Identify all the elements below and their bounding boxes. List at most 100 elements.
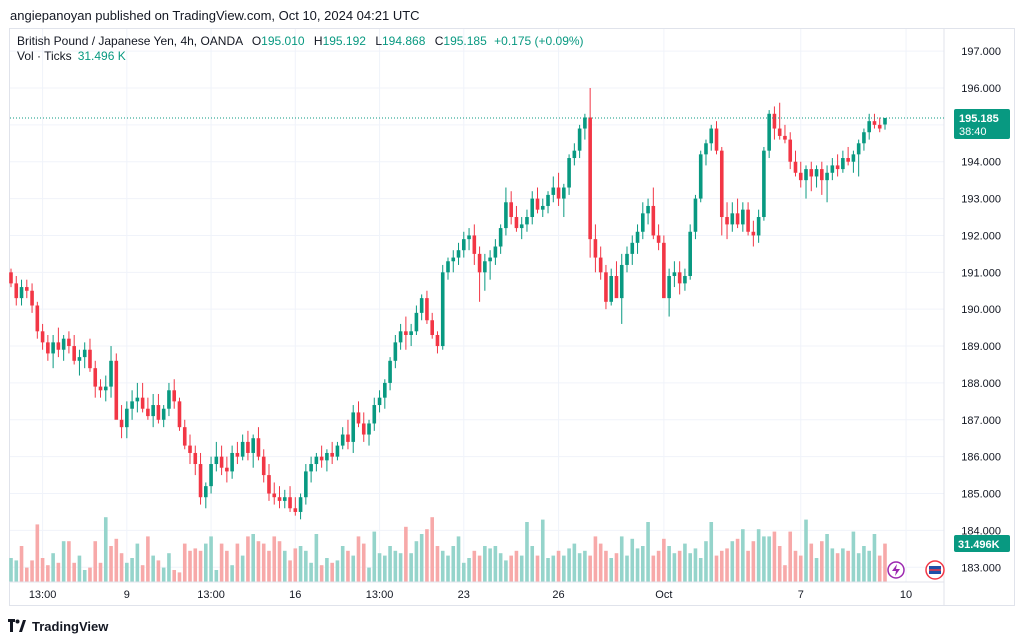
volume-bar xyxy=(451,546,456,582)
volume-bar xyxy=(814,558,819,582)
volume-bar xyxy=(788,531,793,582)
candle-body xyxy=(77,357,82,361)
volume-bar xyxy=(588,555,592,582)
volume-bar xyxy=(630,538,635,582)
candle-body xyxy=(404,331,408,335)
candle-body xyxy=(756,217,761,236)
volume-bar xyxy=(567,548,571,582)
candle-body xyxy=(372,405,377,424)
volume-bar xyxy=(883,543,887,582)
price-tick-label: 185.000 xyxy=(961,489,1001,501)
volume-bar xyxy=(9,558,13,582)
candle-body xyxy=(841,158,845,170)
volume-bar xyxy=(204,543,208,582)
candle-body xyxy=(767,113,771,151)
volume-bar xyxy=(130,558,134,582)
candle-body xyxy=(741,209,745,225)
volume-bar xyxy=(709,522,714,582)
candle-body xyxy=(730,213,735,225)
candle-body xyxy=(304,471,308,498)
candle-body xyxy=(430,320,434,335)
candle-body xyxy=(309,464,313,472)
symbol-title[interactable]: British Pound / Japanese Yen, 4h, OANDA xyxy=(17,34,243,48)
price-tick-label: 183.000 xyxy=(961,562,1001,574)
candle-body xyxy=(862,132,866,144)
volume-bar xyxy=(172,570,177,582)
candle-body xyxy=(140,397,145,409)
volume-bar xyxy=(498,553,503,582)
price-axis: 197.000196.000195.000194.000193.000192.0… xyxy=(943,28,1001,605)
candle-body xyxy=(335,445,340,457)
volume-tag-label: 31.496K xyxy=(958,539,1000,551)
candle-body xyxy=(298,497,303,512)
candle-body xyxy=(583,117,587,129)
candle-body xyxy=(230,452,234,472)
candle-body xyxy=(288,497,292,509)
time-axis: 13:00 9 13:00 16 13:00 23 26 Oct 7 10 xyxy=(9,581,944,601)
candle-body xyxy=(246,441,250,453)
volume-bar xyxy=(351,555,356,582)
candle-body xyxy=(746,209,750,232)
volume-bar xyxy=(425,529,429,582)
volume-bar xyxy=(109,546,113,582)
candle-body xyxy=(788,139,793,162)
volume-bar xyxy=(719,550,724,582)
volume-bar xyxy=(672,553,677,582)
price-tick-label: 191.000 xyxy=(961,267,1001,279)
candle-body xyxy=(793,161,798,173)
lightning-bolt-icon xyxy=(892,564,900,576)
volume-bar xyxy=(77,555,82,582)
candle-body xyxy=(504,202,508,229)
volume-bar xyxy=(219,543,224,582)
candle-body xyxy=(72,346,76,361)
candle-body xyxy=(762,150,766,218)
candle-body xyxy=(662,242,666,299)
volume-bar xyxy=(625,555,629,582)
candle-body xyxy=(425,298,429,321)
time-tick-label: Oct xyxy=(655,589,672,601)
candle-body xyxy=(519,224,524,229)
volume-bar xyxy=(14,560,19,582)
volume-bar xyxy=(383,555,387,582)
candle-body xyxy=(177,401,182,428)
volume-bar xyxy=(325,558,329,582)
candle-body xyxy=(714,128,719,151)
candle-body xyxy=(693,198,698,232)
volume-label[interactable]: Vol · Ticks xyxy=(17,49,72,63)
volume-bar xyxy=(504,560,508,582)
candle-body xyxy=(719,150,724,218)
brand-name: TradingView xyxy=(32,618,109,634)
volume-bar xyxy=(519,555,524,582)
candle-body xyxy=(546,194,550,206)
time-tick-label: 10 xyxy=(900,589,912,601)
candle-body xyxy=(467,235,471,240)
volume-bar xyxy=(46,565,50,582)
footer-brand[interactable]: TradingView xyxy=(8,615,108,637)
candle-body xyxy=(572,150,577,159)
time-tick-label: 26 xyxy=(552,589,564,601)
volume-bar xyxy=(198,550,203,582)
candle-body xyxy=(530,198,535,218)
volume-bar xyxy=(167,553,171,582)
volume-bar xyxy=(61,541,66,582)
volume-bars xyxy=(9,517,887,582)
volume-bar xyxy=(546,558,550,582)
volume-bar xyxy=(446,555,450,582)
candle-body xyxy=(82,349,87,358)
volume-bar xyxy=(356,536,361,582)
candle-body xyxy=(593,239,598,258)
candle-body xyxy=(772,113,777,129)
time-tick-label: 13:00 xyxy=(197,589,225,601)
candle-body xyxy=(46,342,50,354)
candle-body xyxy=(193,452,198,465)
candle-body xyxy=(419,298,424,313)
volume-bar xyxy=(209,536,213,582)
chart-frame[interactable] xyxy=(9,28,1015,606)
volume-bar xyxy=(830,548,835,582)
symbol-legend: British Pound / Japanese Yen, 4h, OANDA … xyxy=(17,33,584,50)
candle-body xyxy=(677,272,682,284)
candle-body xyxy=(398,331,403,343)
volume-bar xyxy=(372,531,377,582)
